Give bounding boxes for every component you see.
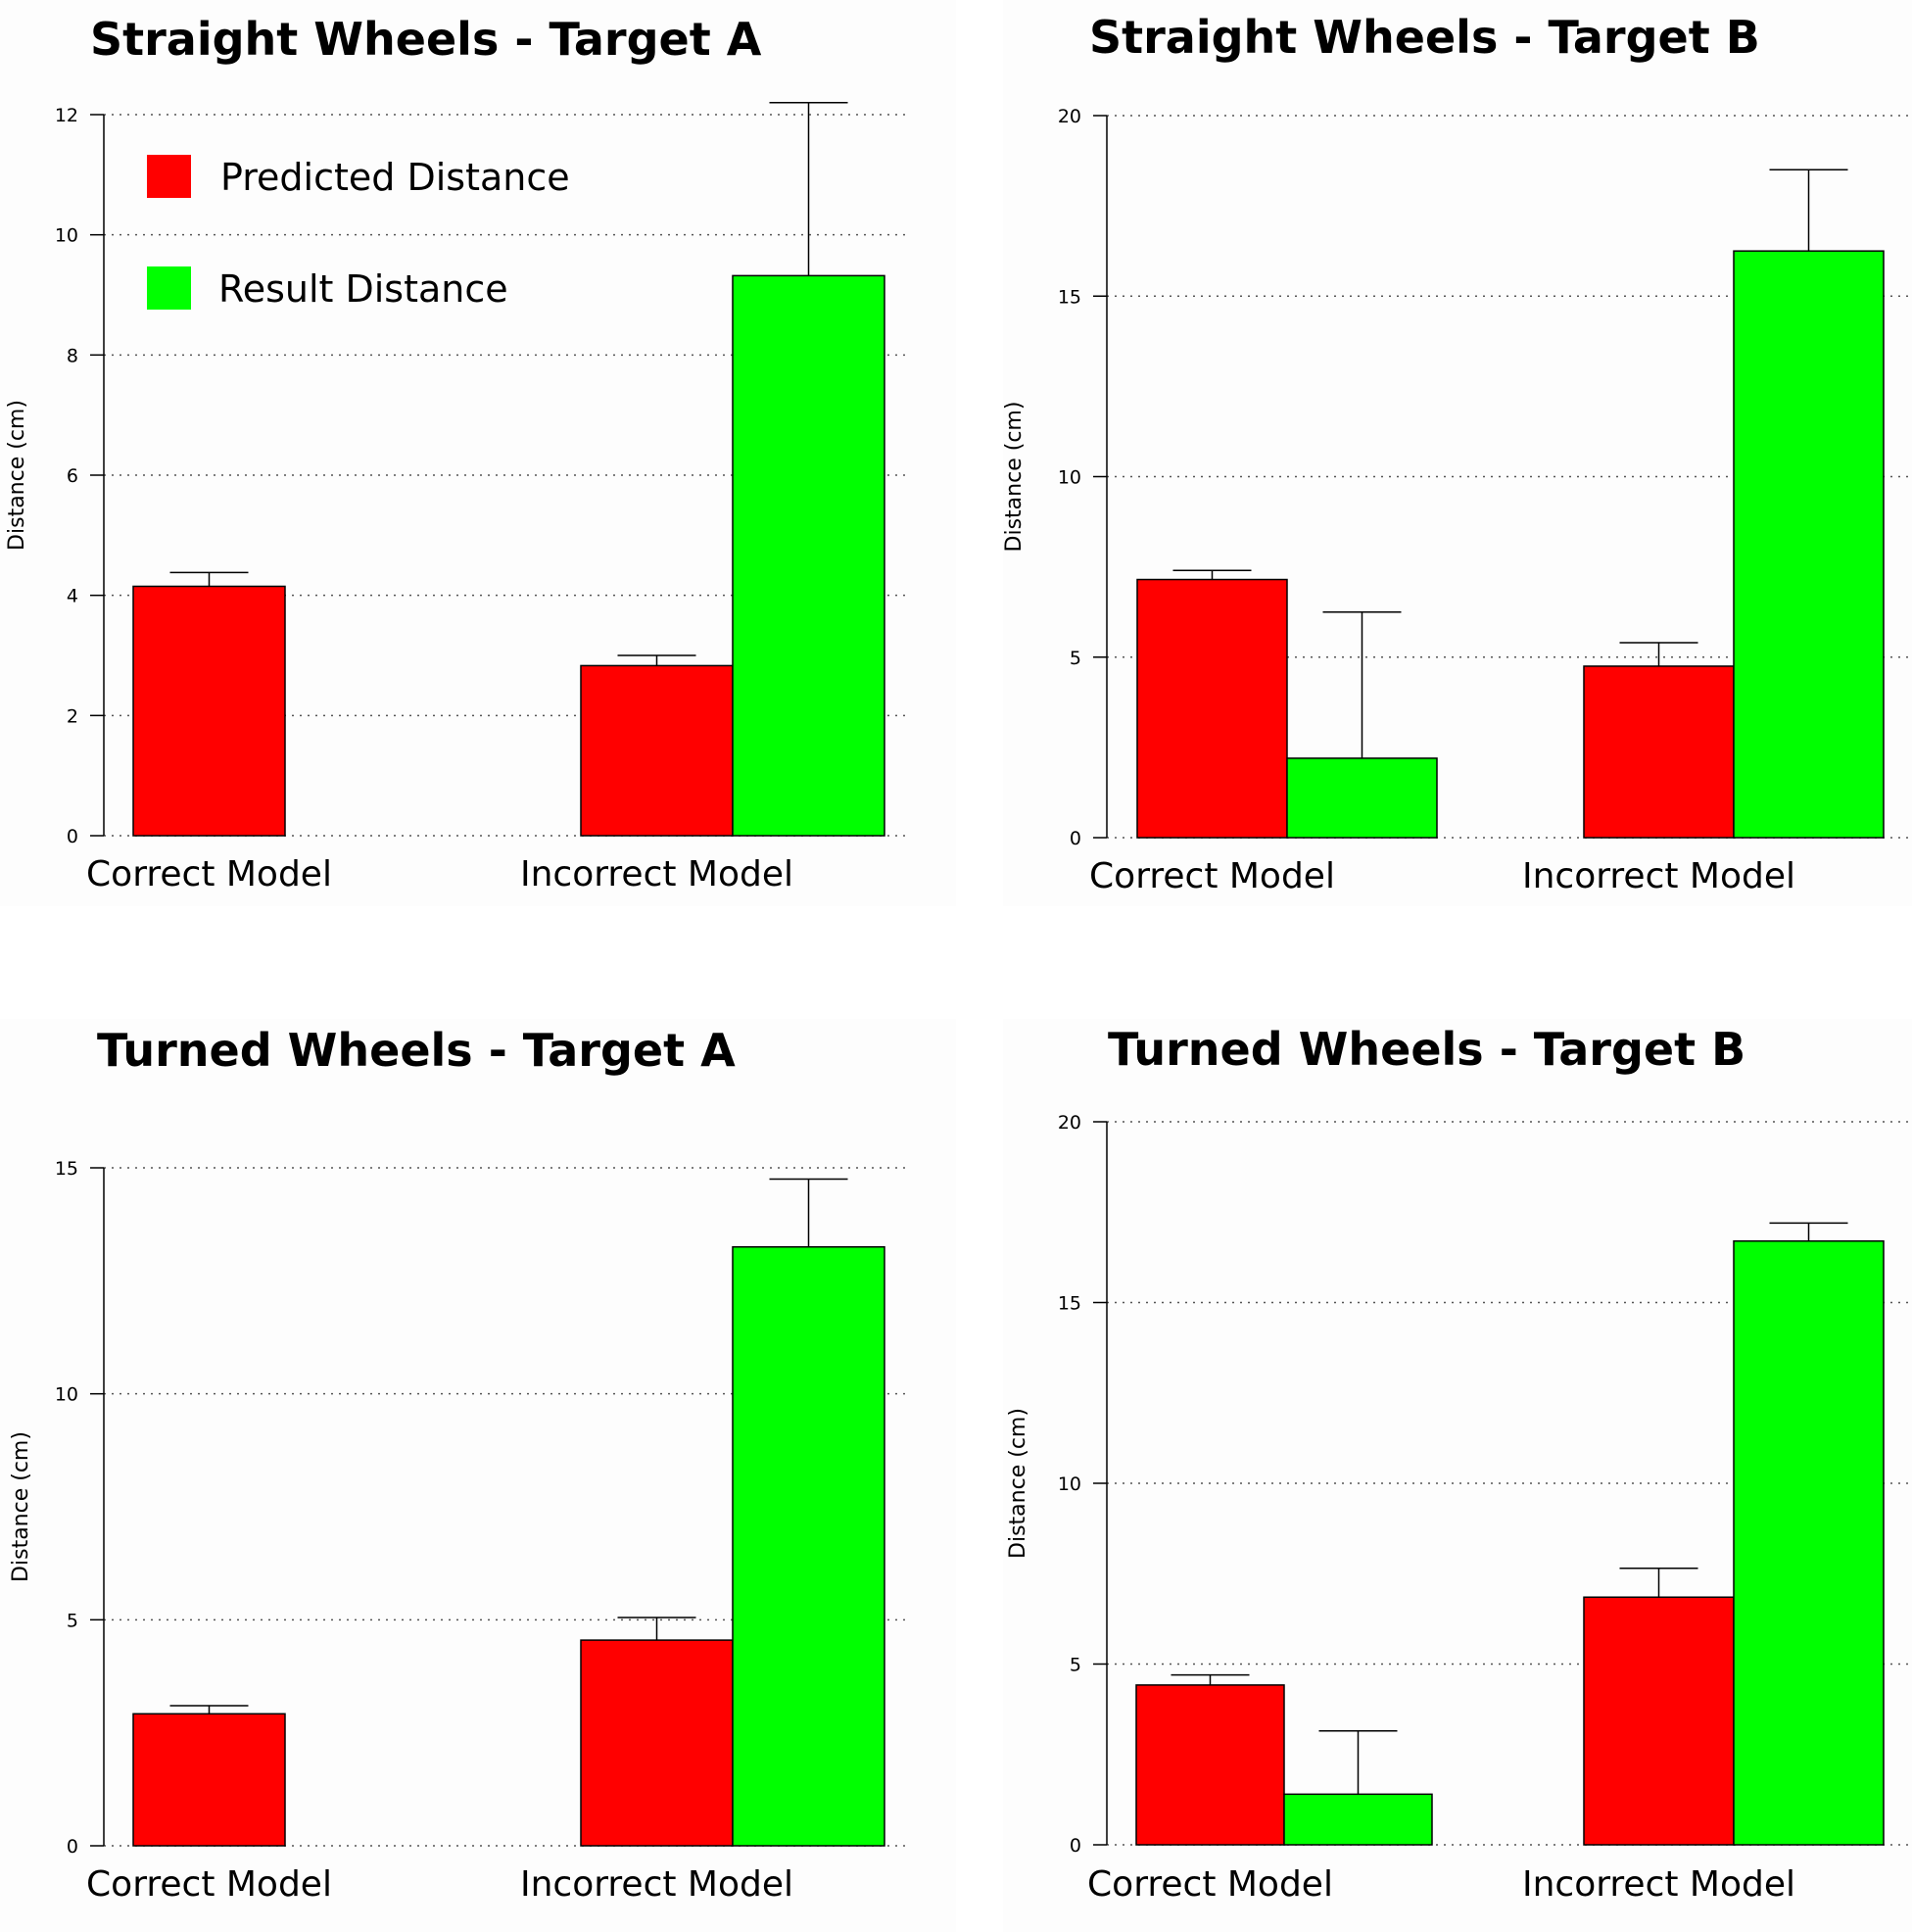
y-tick-label: 10	[1058, 1473, 1081, 1495]
x-category-label: Correct Model	[1087, 1864, 1333, 1905]
y-tick-label: 2	[67, 705, 78, 727]
chart-panel-1: Straight Wheels - Target A 0 2 4 6 8 10 12 Dista…	[0, 0, 956, 906]
legend-label: Predicted Distance	[220, 156, 570, 199]
y-tick-label: 10	[55, 1384, 78, 1406]
y-tick-label: 0	[1070, 1835, 1081, 1857]
bar	[1136, 578, 1288, 839]
bar	[1135, 1684, 1285, 1846]
y-tick-label: 4	[67, 586, 78, 607]
y-tick-label: 8	[67, 345, 78, 366]
bar	[732, 274, 885, 837]
y-tick-label: 0	[67, 1836, 78, 1858]
chart-title: Straight Wheels - Target A	[90, 13, 762, 66]
y-tick-label: 10	[55, 225, 78, 247]
y-tick-label: 0	[67, 826, 78, 847]
chart-panel-2: Straight Wheels - Target B 0 5 10 15 20 Distan…	[1002, 0, 1912, 906]
y-tick-label: 6	[67, 465, 78, 487]
legend-swatch	[147, 266, 191, 310]
x-category-label: Correct Model	[86, 854, 332, 894]
chart-title: Turned Wheels - Target A	[97, 1024, 736, 1077]
x-category-label: Incorrect Model	[520, 1864, 793, 1905]
bar	[732, 1245, 885, 1847]
bar	[1733, 1240, 1885, 1846]
x-category-label: Incorrect Model	[1522, 856, 1795, 896]
x-category-label: Incorrect Model	[1522, 1864, 1795, 1905]
bar	[580, 1639, 734, 1847]
y-tick-label: 15	[1058, 286, 1081, 308]
y-tick-label: 20	[1058, 106, 1081, 127]
legend-swatch	[147, 155, 191, 198]
legend: Predicted Distance Result Distance	[147, 155, 570, 311]
y-axis-label: Distance (cm)	[1002, 402, 1027, 553]
y-tick-label: 12	[55, 105, 78, 126]
y-axis-label: Distance (cm)	[1006, 1408, 1030, 1559]
y-tick-label: 5	[1070, 1655, 1081, 1676]
bar	[1283, 1793, 1433, 1846]
bar	[1583, 665, 1735, 839]
x-category-label: Incorrect Model	[520, 854, 793, 894]
chart-panel-3: Turned Wheels - Target A 0 5 10 15 Distance (…	[0, 1019, 956, 1932]
bar	[132, 585, 286, 837]
bar	[580, 664, 734, 837]
y-axis-label: Distance (cm)	[5, 400, 29, 551]
bar	[132, 1713, 286, 1847]
x-category-label: Correct Model	[1089, 856, 1335, 896]
y-tick-label: 20	[1058, 1112, 1081, 1134]
chart-panel-4: Turned Wheels - Target B 0 5 10 15 20 Distance…	[1003, 1019, 1912, 1932]
chart-title: Straight Wheels - Target B	[1089, 11, 1760, 64]
y-tick-label: 0	[1070, 828, 1081, 849]
y-tick-label: 5	[1070, 648, 1081, 669]
chart-title: Turned Wheels - Target B	[1108, 1023, 1745, 1076]
y-tick-label: 5	[67, 1610, 78, 1631]
bar	[1286, 757, 1438, 839]
x-category-label: Correct Model	[86, 1864, 332, 1905]
y-tick-label: 15	[1058, 1293, 1081, 1315]
legend-label: Result Distance	[218, 267, 508, 311]
y-tick-label: 10	[1058, 467, 1081, 489]
y-axis-label: Distance (cm)	[9, 1431, 33, 1582]
bar	[1583, 1596, 1735, 1846]
bar	[1733, 250, 1885, 839]
y-tick-label: 15	[55, 1158, 78, 1180]
